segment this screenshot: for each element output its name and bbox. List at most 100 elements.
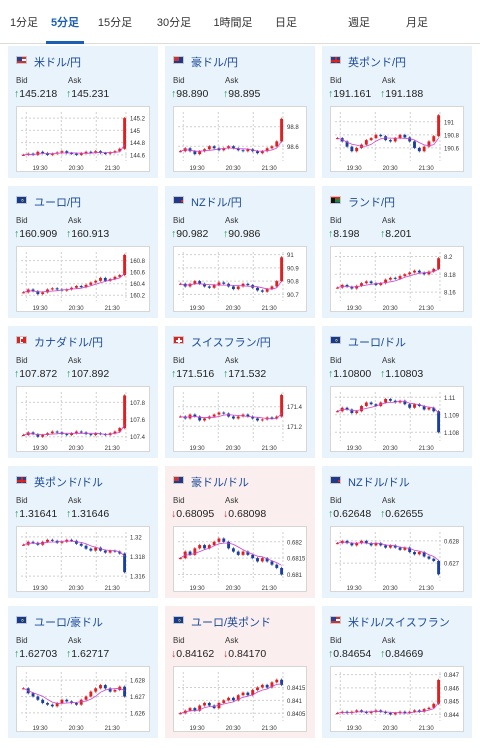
moving-average-line	[180, 280, 282, 290]
pair-link[interactable]: スイスフラン/円	[191, 337, 271, 349]
direction-arrow-icon: ↑	[14, 508, 20, 520]
candle-body	[123, 395, 127, 429]
rate-card[interactable]: ユーロ/英ポンド Bid Ask ↓0.84162 ↓0.84170 0.8405 0.84…	[165, 606, 315, 738]
candle-body	[236, 551, 240, 555]
pair-link[interactable]: 米ドル/スイスフラン	[348, 617, 450, 629]
candle-body	[393, 713, 397, 715]
tab-0[interactable]: 1分足	[9, 17, 39, 29]
candle-body	[118, 551, 122, 554]
direction-arrow-icon: ↑	[171, 88, 177, 100]
tab-3[interactable]: 30分足	[156, 17, 192, 29]
price-chart[interactable]: 190.6 190.8 191 19:30 20:30 21:30	[330, 106, 464, 172]
candle-body	[222, 700, 226, 703]
candle-body	[70, 287, 74, 290]
tab-5[interactable]: 日足	[275, 17, 297, 29]
candle-body	[65, 151, 69, 154]
tab-2[interactable]: 15分足	[97, 17, 133, 29]
candle-body	[265, 684, 269, 688]
rate-card[interactable]: 米ドル/円 Bid Ask ↑145.218 ↑145.231 144.6 144.8 145…	[8, 46, 158, 178]
candle-body	[41, 151, 45, 154]
price-chart[interactable]: 171.2 171.4 19:30 20:30 21:30	[173, 386, 307, 452]
candlestick-chart: 0.681 0.6815 0.682 19:30 20:30 21:30	[178, 532, 306, 592]
price-chart[interactable]: 160.2 160.4 160.6 160.8 19:30 20:30 21:30	[16, 246, 150, 312]
candle-body	[31, 541, 35, 543]
candle-body	[369, 543, 373, 546]
pair-link[interactable]: 豪ドル/ドル	[191, 477, 250, 489]
y-tick-label: 1.11	[444, 396, 456, 402]
rate-card[interactable]: 米ドル/スイスフラン Bid Ask ↑0.84654 ↑0.84669 0.844 0.8…	[322, 606, 472, 738]
candle-body	[103, 550, 107, 553]
candle-body	[398, 276, 402, 279]
candle-body	[55, 703, 59, 707]
price-chart[interactable]: 107.4 107.6 107.8 19:30 20:30 21:30	[16, 386, 150, 452]
rate-card[interactable]: 英ポンド/円 Bid Ask ↑191.161 ↑191.188 190.6 190.8 19…	[322, 46, 472, 178]
rate-card[interactable]: 英ポンド/ドル Bid Ask ↑1.31641 ↑1.31646 1.316 1.318 1…	[8, 466, 158, 598]
pair-link[interactable]: カナダドル/円	[34, 337, 104, 349]
price-chart[interactable]: 98.6 98.8 19:30 20:30 21:30	[173, 106, 307, 172]
rate-card[interactable]: ランド/円 Bid Ask ↑8.198 ↑8.201 8.16 8.18 8.2 19:30 2…	[322, 186, 472, 318]
rate-card[interactable]: カナダドル/円 Bid Ask ↑107.872 ↑107.892 107.4 107.6 1…	[8, 326, 158, 458]
x-tick-label: 21:30	[105, 306, 121, 312]
price-chart[interactable]: 0.844 0.845 0.846 0.847 19:30 20:30 21:30	[330, 666, 464, 732]
candle-body	[222, 282, 226, 284]
candle-body	[178, 713, 182, 715]
pair-link[interactable]: ユーロ/英ポンド	[191, 617, 272, 629]
ask-value: ↑1.31646	[66, 508, 110, 520]
bid-label: Bid	[16, 216, 28, 225]
pair-link[interactable]: ユーロ/ドル	[348, 337, 407, 349]
price-chart[interactable]: 1.316 1.318 1.32 19:30 20:30 21:30	[16, 526, 150, 592]
price-chart[interactable]: 144.6 144.8 145 145.2 19:30 20:30 21:30	[16, 106, 150, 172]
rate-card[interactable]: NZドル/円 Bid Ask ↑90.982 ↑90.986 90.7 90.8 90.9 91…	[165, 186, 315, 318]
candle-body	[350, 543, 354, 546]
flag-icon	[16, 56, 27, 64]
candle-body	[417, 404, 421, 406]
tab-6[interactable]: 週足	[348, 17, 370, 29]
bid-label: Bid	[173, 76, 185, 85]
price-chart[interactable]: 0.681 0.6815 0.682 19:30 20:30 21:30	[173, 526, 307, 592]
price-chart[interactable]: 90.7 90.8 90.9 91 19:30 20:30 21:30	[173, 246, 307, 312]
pair-link[interactable]: ユーロ/豪ドル	[34, 617, 104, 629]
x-tick-label: 20:30	[383, 586, 399, 592]
candle-body	[94, 688, 98, 692]
pair-link[interactable]: 米ドル/円	[34, 57, 82, 69]
y-tick-label: 0.627	[444, 562, 460, 568]
candle-body	[108, 688, 112, 692]
price-chart[interactable]: 1.108 1.109 1.11 19:30 20:30 21:30	[330, 386, 464, 452]
rate-card[interactable]: スイスフラン/円 Bid Ask ↑171.516 ↑171.532 171.2 171.4…	[165, 326, 315, 458]
rate-card[interactable]: NZドル/ドル Bid Ask ↑0.62648 ↑0.62655 0.627 0.628 1…	[322, 466, 472, 598]
price-chart[interactable]: 0.627 0.628 19:30 20:30 21:30	[330, 526, 464, 592]
rate-card[interactable]: ユーロ/豪ドル Bid Ask ↑1.62703 ↑1.62717 1.626 1.627 1…	[8, 606, 158, 738]
price-chart[interactable]: 1.626 1.627 1.628 19:30 20:30 21:30	[16, 666, 150, 732]
tab-1[interactable]: 5分足	[46, 0, 84, 44]
candle-body	[236, 286, 240, 290]
rate-card[interactable]: 豪ドル/ドル Bid Ask ↓0.68095 ↓0.68098 0.681 0.6815 0…	[165, 466, 315, 598]
pair-link[interactable]: ユーロ/円	[34, 197, 82, 209]
candle-body	[236, 416, 240, 419]
rate-card[interactable]: ユーロ/ドル Bid Ask ↑1.10800 ↑1.10803 1.108 1.109 1.…	[322, 326, 472, 458]
candle-body	[388, 277, 392, 280]
moving-average-line	[180, 140, 282, 152]
price-chart[interactable]: 8.16 8.18 8.2 19:30 20:30 21:30	[330, 246, 464, 312]
y-tick-label: 145.2	[130, 117, 146, 123]
direction-arrow-icon: ↑	[171, 368, 177, 380]
pair-link[interactable]: ランド/円	[348, 197, 396, 209]
pair-link[interactable]: NZドル/円	[191, 197, 242, 209]
price-chart[interactable]: 0.8405 0.841 0.8415 19:30 20:30 21:30	[173, 666, 307, 732]
direction-arrow-icon: ↑	[171, 228, 177, 240]
candle-body	[188, 283, 192, 287]
pair-link[interactable]: 豪ドル/円	[191, 57, 239, 69]
y-tick-label: 107.4	[130, 435, 146, 441]
bid-label: Bid	[16, 636, 28, 645]
pair-link[interactable]: 英ポンド/円	[348, 57, 407, 69]
tab-7[interactable]: 月足	[406, 17, 428, 29]
rate-card[interactable]: 豪ドル/円 Bid Ask ↑98.890 ↑98.895 98.6 98.8 19:30 20…	[165, 46, 315, 178]
candle-body	[50, 431, 54, 434]
candle-body	[408, 711, 412, 714]
candle-body	[251, 690, 255, 696]
candle-body	[379, 710, 383, 712]
pair-link[interactable]: NZドル/ドル	[348, 477, 410, 489]
x-tick-label: 21:30	[105, 586, 121, 592]
rate-card[interactable]: ユーロ/円 Bid Ask ↑160.909 ↑160.913 160.2 160.4 160…	[8, 186, 158, 318]
pair-link[interactable]: 英ポンド/ドル	[34, 477, 104, 489]
tab-4[interactable]: 1時間足	[213, 17, 253, 29]
